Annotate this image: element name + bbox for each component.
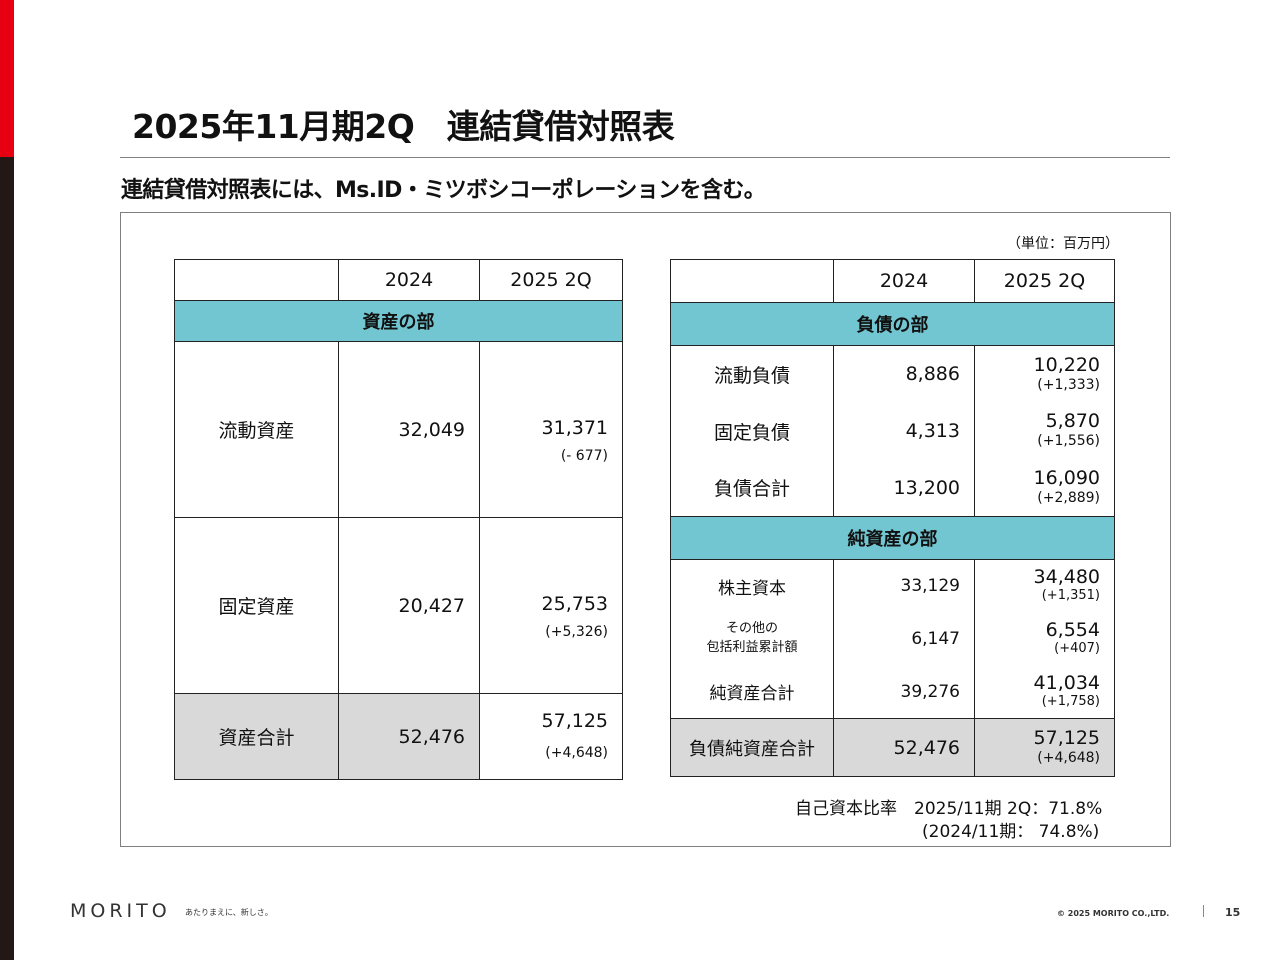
- table-row: 固定資産 20,427 25,753 (+5,326): [174, 517, 623, 694]
- row-label: 負債純資産合計: [670, 718, 834, 777]
- row-label-cell: その他の 包括利益累計額: [670, 612, 834, 666]
- page-title: 2025年11月期2Q 連結貸借対照表: [132, 107, 675, 146]
- value-2024: 13,200: [833, 459, 975, 517]
- table-row: 固定負債 4,313 5,870 (+1,556): [670, 402, 1115, 460]
- assets-section-row: 資産の部: [174, 300, 623, 342]
- value-2025-cell: 16,090 (+2,889): [974, 459, 1115, 517]
- table-row: その他の 包括利益累計額 6,147 6,554 (+407): [670, 612, 1115, 666]
- value-2025-cell: 31,371 (- 677): [479, 341, 623, 518]
- table-row: 株主資本 33,129 34,480 (+1,351): [670, 559, 1115, 613]
- value-2024: 52,476: [833, 718, 975, 777]
- value-2025-cell: 41,034 (+1,758): [974, 665, 1115, 719]
- value-change: (+5,326): [545, 623, 608, 640]
- value-2025: 57,125: [1033, 726, 1100, 749]
- header-empty: [174, 259, 339, 301]
- row-label: 負債合計: [670, 459, 834, 517]
- header-2024: 2024: [338, 259, 480, 301]
- liabilities-header-row: 2024 2025 2Q: [670, 259, 1115, 303]
- table-row: 流動負債 8,886 10,220 (+1,333): [670, 345, 1115, 403]
- value-2025: 10,220: [1033, 353, 1100, 376]
- value-2024: 4,313: [833, 402, 975, 460]
- assets-header-row: 2024 2025 2Q: [174, 259, 623, 301]
- row-label: 固定資産: [174, 517, 339, 694]
- row-label-line2: 包括利益累計額: [706, 640, 798, 655]
- footer-divider: [1203, 905, 1204, 917]
- value-2024: 20,427: [338, 517, 480, 694]
- unit-note: （単位：百万円）: [1007, 236, 1119, 252]
- assets-table: 2024 2025 2Q 資産の部 流動資産 32,049 31,371 (- …: [174, 259, 623, 780]
- company-logo: MORITO: [70, 900, 171, 922]
- value-2025-cell: 10,220 (+1,333): [974, 345, 1115, 403]
- value-change: (- 677): [560, 447, 608, 464]
- liabilities-equity-total-row: 負債純資産合計 52,476 57,125 (+4,648): [670, 718, 1115, 777]
- value-change: (+2,889): [1037, 490, 1100, 507]
- value-2024: 8,886: [833, 345, 975, 403]
- table-row: 流動資産 32,049 31,371 (- 677): [174, 341, 623, 518]
- value-2025-cell: 34,480 (+1,351): [974, 559, 1115, 613]
- page-subtitle: 連結貸借対照表には、Ms.ID・ミツボシコーポレーションを含む。: [121, 178, 766, 203]
- value-change: (+4,648): [545, 744, 608, 761]
- equity-section-header: 純資産の部: [670, 516, 1115, 560]
- header-empty: [670, 259, 834, 303]
- table-row: 純資産合計 39,276 41,034 (+1,758): [670, 665, 1115, 719]
- value-2025-cell: 57,125 (+4,648): [479, 693, 623, 780]
- row-label: 固定負債: [670, 402, 834, 460]
- value-change: (+1,758): [1041, 693, 1100, 709]
- content-frame: [120, 212, 1171, 847]
- row-label: 流動負債: [670, 345, 834, 403]
- value-2024: 33,129: [833, 559, 975, 613]
- company-tagline: あたりまえに、新しさ。: [185, 908, 273, 917]
- equity-section-row: 純資産の部: [670, 516, 1115, 560]
- value-change: (+1,351): [1041, 588, 1100, 604]
- value-2025: 57,125: [541, 709, 608, 732]
- value-2025: 41,034: [1033, 671, 1100, 694]
- value-2025: 6,554: [1045, 619, 1100, 642]
- value-2025: 31,371: [541, 416, 608, 439]
- value-2025-cell: 5,870 (+1,556): [974, 402, 1115, 460]
- equity-ratio-previous: (2024/11期： 74.8%): [922, 822, 1100, 842]
- liabilities-section-header: 負債の部: [670, 302, 1115, 346]
- title-divider: [120, 157, 1170, 158]
- row-label: 純資産合計: [670, 665, 834, 719]
- value-change: (+407): [1054, 641, 1100, 656]
- value-2024: 32,049: [338, 341, 480, 518]
- row-label: 流動資産: [174, 341, 339, 518]
- liabilities-table: 2024 2025 2Q 負債の部 流動負債 8,886 10,220 (+1,…: [670, 259, 1115, 777]
- value-change: (+1,556): [1037, 433, 1100, 450]
- header-2025-2q: 2025 2Q: [479, 259, 623, 301]
- accent-bar-red: [0, 0, 14, 157]
- value-2025: 16,090: [1033, 467, 1100, 490]
- value-2025: 25,753: [541, 592, 608, 615]
- page-number: 15: [1225, 906, 1241, 919]
- row-label: 株主資本: [670, 559, 834, 613]
- row-label-line1: その他の: [725, 621, 778, 637]
- value-2025-cell: 6,554 (+407): [974, 612, 1115, 666]
- equity-ratio-current: 自己資本比率 2025/11期 2Q：71.8%: [795, 799, 1103, 819]
- header-2024: 2024: [833, 259, 975, 303]
- value-change: (+1,333): [1037, 376, 1100, 393]
- accent-bar-dark: [0, 157, 14, 960]
- value-2025-cell: 25,753 (+5,326): [479, 517, 623, 694]
- copyright-text: © 2025 MORITO CO.,LTD.: [1057, 909, 1170, 918]
- value-2024: 39,276: [833, 665, 975, 719]
- header-2025-2q: 2025 2Q: [974, 259, 1115, 303]
- value-change: (+4,648): [1037, 749, 1100, 766]
- liabilities-section-row: 負債の部: [670, 302, 1115, 346]
- value-2024: 6,147: [833, 612, 975, 666]
- value-2025: 5,870: [1045, 410, 1100, 433]
- assets-section-header: 資産の部: [174, 300, 623, 342]
- table-row: 負債合計 13,200 16,090 (+2,889): [670, 459, 1115, 517]
- row-label: 資産合計: [174, 693, 339, 780]
- value-2025-cell: 57,125 (+4,648): [974, 718, 1115, 777]
- value-2024: 52,476: [338, 693, 480, 780]
- value-2025: 34,480: [1033, 566, 1100, 589]
- assets-total-row: 資産合計 52,476 57,125 (+4,648): [174, 693, 623, 780]
